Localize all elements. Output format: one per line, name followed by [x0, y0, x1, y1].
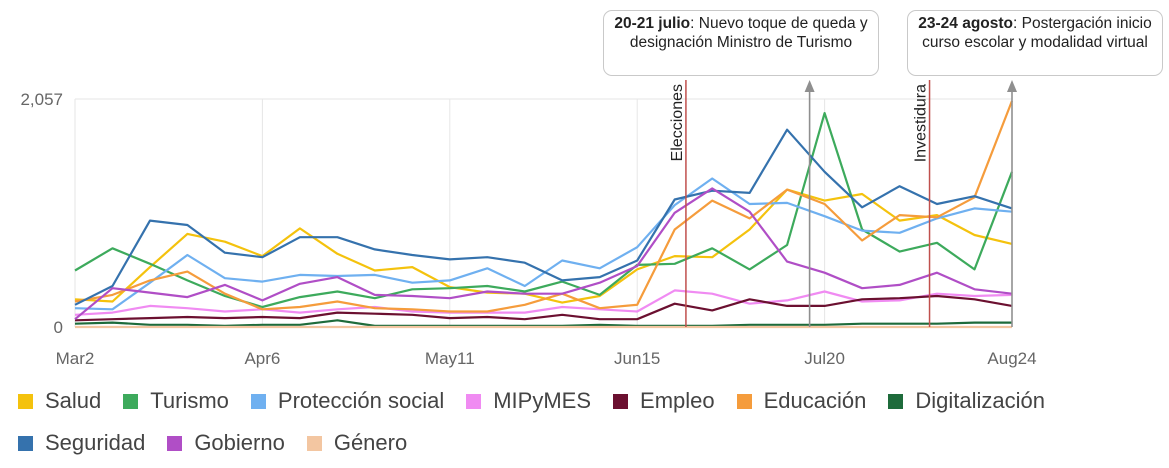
event-label: Elecciones [669, 84, 686, 161]
legend-swatch [123, 393, 139, 409]
legend-swatch [613, 393, 629, 409]
legend-swatch [736, 393, 752, 409]
series-line-digitalizacion [74, 319, 1012, 327]
legend-swatch [18, 393, 33, 409]
x-tick-label: Apr6 [244, 349, 280, 368]
legend-item[interactable]: Seguridad [18, 430, 145, 456]
y-tick-label: 2,057 [20, 90, 63, 109]
x-tick-label: Aug24 [987, 349, 1036, 368]
annotation-arrow-head [804, 80, 815, 92]
legend-label: Empleo [640, 388, 715, 413]
legend-label: Salud [45, 388, 102, 413]
legend-item[interactable]: Educación [736, 388, 867, 414]
event-label: Investidura [913, 84, 930, 162]
legend-label: Gobierno [194, 430, 285, 455]
series-line-empleo [74, 294, 1013, 322]
legend-swatch [18, 435, 33, 451]
x-tick-label: May11 [425, 349, 475, 368]
y-tick-label: 0 [54, 318, 63, 337]
legend-swatch [306, 435, 322, 451]
series-line-proteccion-social [74, 177, 1013, 311]
legend-item[interactable]: Digitalización [888, 388, 1045, 414]
annotation-august-text: : Postergación inicio curso escolar y mo… [922, 15, 1152, 51]
legend-swatch [888, 393, 904, 409]
annotation-box-august: 23-24 agosto: Postergación inicio curso … [907, 10, 1163, 76]
legend-label: Digitalización [915, 388, 1045, 413]
legend-item[interactable]: Gobierno [167, 430, 285, 456]
series-line-turismo [74, 112, 1014, 309]
legend-swatch [466, 393, 482, 409]
legend-row: Seguridad Gobierno Género [18, 426, 1158, 460]
annotation-arrow-head [1007, 80, 1017, 92]
legend-item[interactable]: MIPyMES [466, 388, 591, 414]
legend-item[interactable]: Turismo [123, 388, 229, 414]
series-layer [74, 100, 1014, 329]
x-tick-label: Jun15 [614, 349, 660, 368]
legend-swatch [250, 393, 266, 409]
event-layer: Elecciones Investidura [669, 80, 1017, 327]
legend-item[interactable]: Género [306, 430, 408, 456]
legend-item[interactable]: Salud [18, 388, 101, 414]
legend-label: Género [333, 430, 408, 455]
legend-label: Protección social [277, 388, 445, 413]
x-tick-label: Jul20 [804, 349, 845, 368]
series-line-gobierno [74, 187, 1013, 321]
line-chart: 0 2,057 Mar2 Apr6 May11 Jun15 Jul20 Aug24 Elecc… [20, 80, 1037, 368]
legend-item[interactable]: Protección social [250, 388, 445, 414]
annotation-box-july: 20-21 julio: Nuevo toque de queda y desi… [603, 10, 879, 76]
legend-row: Salud Turismo Protección social MIPyMES Empl… [18, 384, 1158, 418]
annotation-july-bold: 20-21 julio [614, 15, 691, 32]
x-tick-label: Mar2 [56, 349, 95, 368]
legend-label: Educación [763, 388, 867, 413]
legend-label: Turismo [150, 388, 229, 413]
series-line-seguridad [74, 128, 1013, 306]
series-line-educacion [74, 100, 1014, 313]
legend-item[interactable]: Empleo [613, 388, 715, 414]
legend: Salud Turismo Protección social MIPyMES Empl… [18, 384, 1158, 468]
annotation-august-bold: 23-24 agosto [918, 15, 1014, 32]
legend-label: MIPyMES [493, 388, 592, 413]
axis-layer: 0 2,057 Mar2 Apr6 May11 Jun15 Jul20 Aug24 [20, 90, 1036, 368]
legend-swatch [167, 435, 183, 451]
legend-label: Seguridad [45, 430, 146, 455]
annotation-july-text: : Nuevo toque de queda y designación Min… [629, 15, 868, 51]
